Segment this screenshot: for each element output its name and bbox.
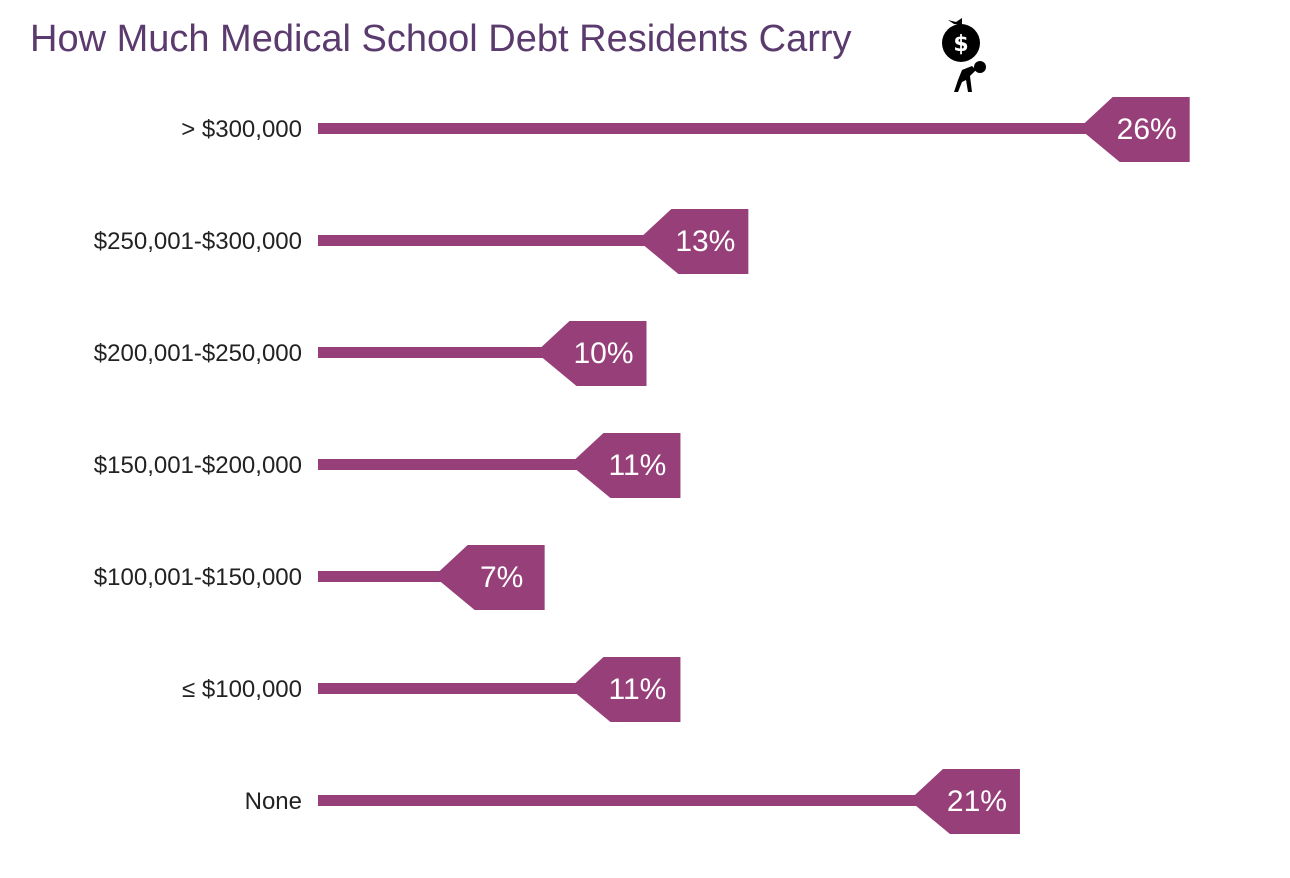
category-label: $200,001-$250,000 — [94, 340, 302, 367]
value-tag — [1084, 97, 1190, 162]
bar — [318, 235, 684, 246]
category-label: ≤ $100,000 — [182, 676, 302, 703]
data-label: 11% — [609, 673, 667, 706]
bar — [318, 571, 480, 582]
bar — [318, 795, 955, 806]
category-label: None — [245, 788, 302, 815]
svg-text:$: $ — [953, 32, 968, 57]
bar — [318, 347, 582, 358]
chart-title: How Much Medical School Debt Residents C… — [30, 18, 852, 60]
data-label: 26% — [1117, 113, 1177, 146]
bar — [318, 123, 1125, 134]
category-label: $150,001-$200,000 — [94, 452, 302, 479]
value-tag — [439, 545, 545, 610]
data-label: 21% — [947, 785, 1007, 818]
value-tag — [914, 769, 1020, 834]
value-tag — [541, 321, 647, 386]
category-label: $100,001-$150,000 — [94, 564, 302, 591]
person-carrying-money-bag-icon: $ — [936, 18, 992, 99]
value-tag — [575, 657, 681, 722]
category-label: $250,001-$300,000 — [94, 228, 302, 255]
value-tag — [643, 209, 749, 274]
value-tag — [575, 433, 681, 498]
bar — [318, 459, 616, 470]
bar — [318, 683, 616, 694]
data-label: 10% — [573, 337, 633, 370]
data-label: 13% — [675, 225, 735, 258]
category-label: > $300,000 — [181, 116, 302, 143]
data-label: 7% — [480, 561, 523, 594]
data-label: 11% — [609, 449, 667, 482]
